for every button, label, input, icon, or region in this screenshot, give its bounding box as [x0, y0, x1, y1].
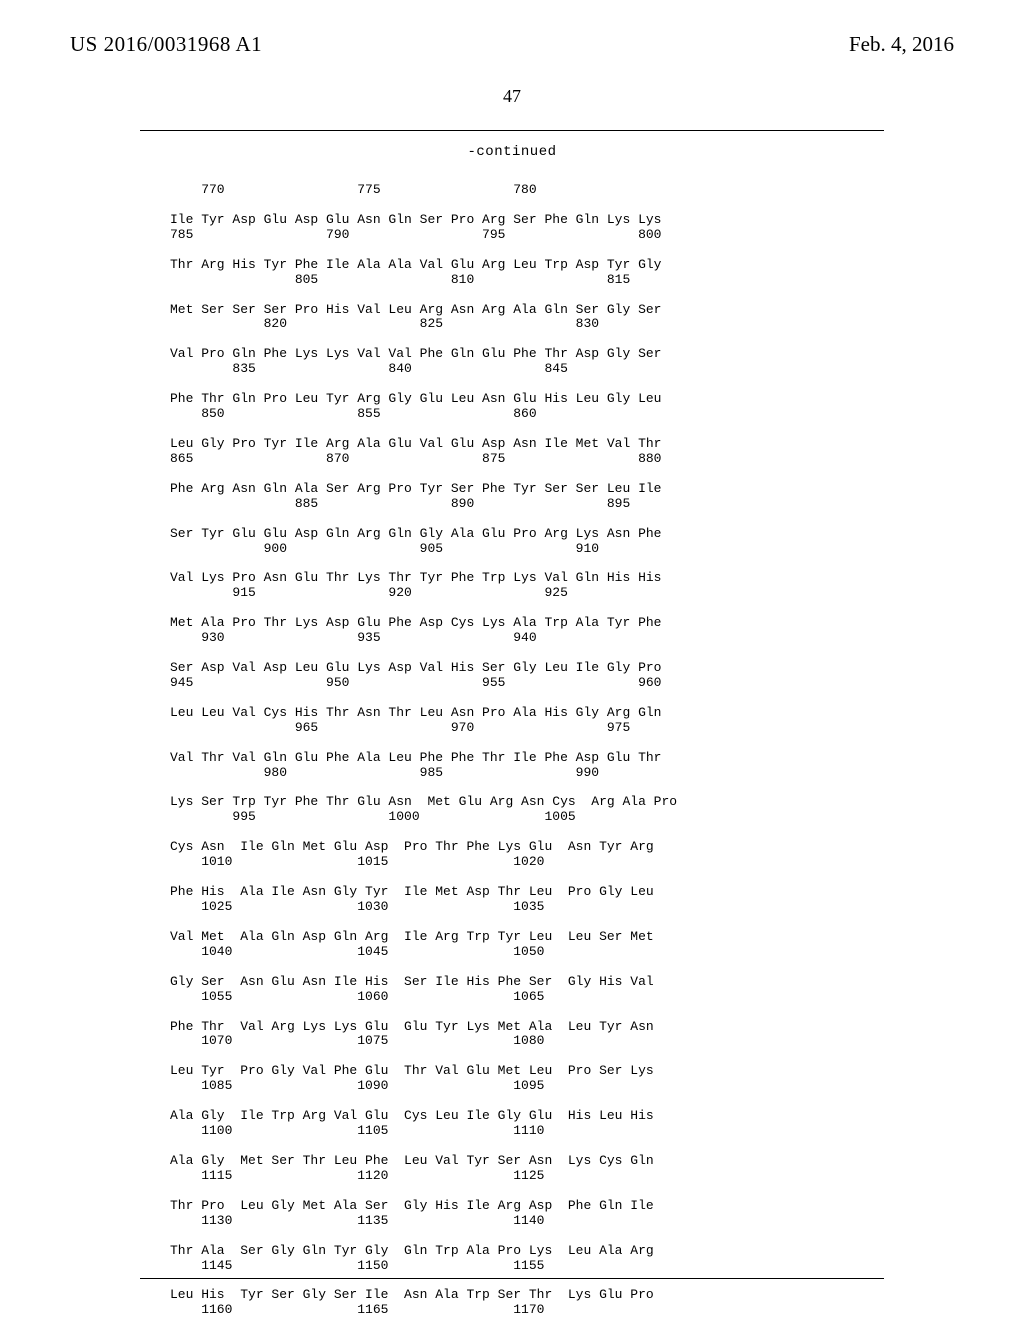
publication-number: US 2016/0031968 A1	[70, 32, 262, 57]
continued-label: -continued	[0, 144, 1024, 160]
page-number: 47	[0, 86, 1024, 107]
top-rule	[140, 130, 884, 131]
publication-date: Feb. 4, 2016	[849, 32, 954, 57]
page: US 2016/0031968 A1 Feb. 4, 2016 47 -cont…	[0, 0, 1024, 1320]
bottom-rule	[140, 1278, 884, 1279]
sequence-listing: 770 775 780 Ile Tyr Asp Glu Asp Glu Asn …	[170, 183, 854, 1318]
